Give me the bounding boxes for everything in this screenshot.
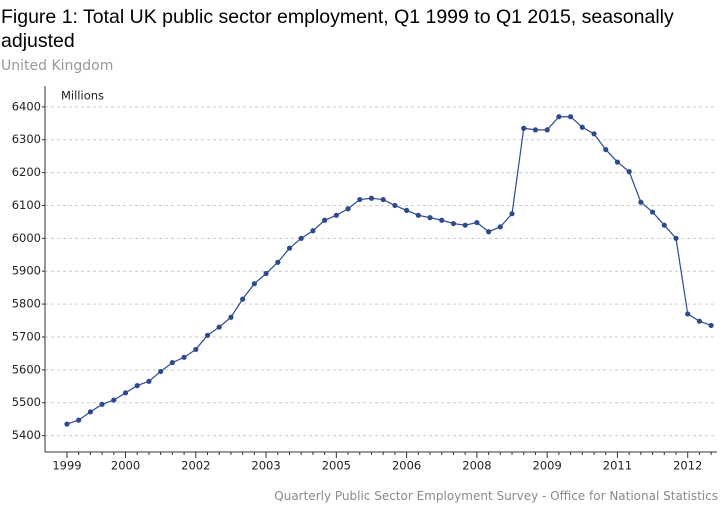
point: [286, 245, 293, 251]
point: [474, 219, 480, 226]
point: [275, 259, 281, 265]
y-tick-label: 6200: [12, 165, 41, 179]
point: [591, 131, 597, 137]
point: [649, 209, 656, 215]
point: [614, 159, 621, 165]
point: [158, 368, 164, 375]
y-tick-label: 5400: [12, 428, 41, 442]
point: [486, 229, 492, 235]
y-tick-label: 5600: [12, 362, 41, 376]
point: [357, 196, 363, 203]
point: [626, 169, 632, 175]
point: [216, 324, 222, 330]
point: [333, 212, 339, 218]
point: [673, 235, 679, 241]
point: [111, 397, 117, 403]
point: [310, 228, 316, 234]
point: [462, 222, 468, 228]
point: [169, 359, 175, 366]
point: [567, 114, 574, 120]
chart-subtitle: United Kingdom: [1, 58, 114, 74]
point: [532, 127, 539, 133]
y-tick-label: 5500: [12, 395, 41, 409]
x-tick-label: 2012: [673, 459, 702, 473]
point: [240, 296, 246, 302]
point: [509, 211, 515, 217]
point: [497, 224, 503, 230]
point: [685, 311, 691, 317]
point: [99, 401, 105, 407]
point: [134, 383, 140, 389]
x-tick-label: 2006: [392, 459, 421, 473]
point: [345, 206, 351, 212]
point: [64, 421, 70, 427]
point: [380, 196, 386, 203]
point: [228, 314, 234, 320]
y-tick-label: 6100: [12, 198, 41, 212]
point: [439, 217, 445, 223]
point: [122, 390, 129, 396]
point: [603, 146, 609, 153]
y-tick-label: 5800: [12, 297, 41, 311]
point: [404, 207, 410, 214]
point: [638, 199, 644, 205]
point: [368, 195, 375, 201]
x-tick-label: 2011: [603, 459, 632, 473]
line: [66, 116, 712, 425]
point: [76, 417, 82, 423]
x-tick-label: 1999: [52, 459, 81, 473]
x-tick-label: 2000: [111, 459, 140, 473]
point: [427, 215, 433, 221]
x-tick-label: 2002: [181, 459, 210, 473]
x-tick-label: 2008: [462, 459, 491, 473]
point: [263, 270, 269, 277]
source-note: Quarterly Public Sector Employment Surve…: [274, 489, 718, 503]
y-tick-label: 5700: [12, 329, 41, 343]
chart-title: Figure 1: Total UK public sector employm…: [1, 6, 674, 52]
point: [579, 124, 585, 130]
point: [251, 281, 257, 287]
point: [146, 378, 152, 384]
y-tick-label: 5900: [12, 264, 41, 278]
point: [415, 212, 421, 218]
point: [204, 332, 211, 338]
point: [450, 220, 457, 227]
point: [181, 354, 187, 360]
y-tick-label: 6000: [12, 231, 41, 245]
point: [661, 222, 667, 228]
x-tick-label: 2003: [251, 459, 280, 473]
point: [556, 114, 562, 120]
point: [392, 202, 398, 209]
point: [87, 409, 93, 415]
point: [521, 125, 527, 131]
y-axis-label: Millions: [61, 89, 104, 103]
x-tick-label: 2009: [533, 459, 562, 473]
point: [298, 235, 304, 241]
y-tick-label: 6400: [12, 99, 41, 113]
point: [696, 318, 703, 324]
point: [708, 322, 714, 329]
point: [193, 346, 199, 353]
point: [322, 217, 328, 223]
y-tick-label: 6300: [12, 132, 41, 146]
x-tick-label: 2005: [322, 459, 351, 473]
point: [544, 127, 550, 133]
